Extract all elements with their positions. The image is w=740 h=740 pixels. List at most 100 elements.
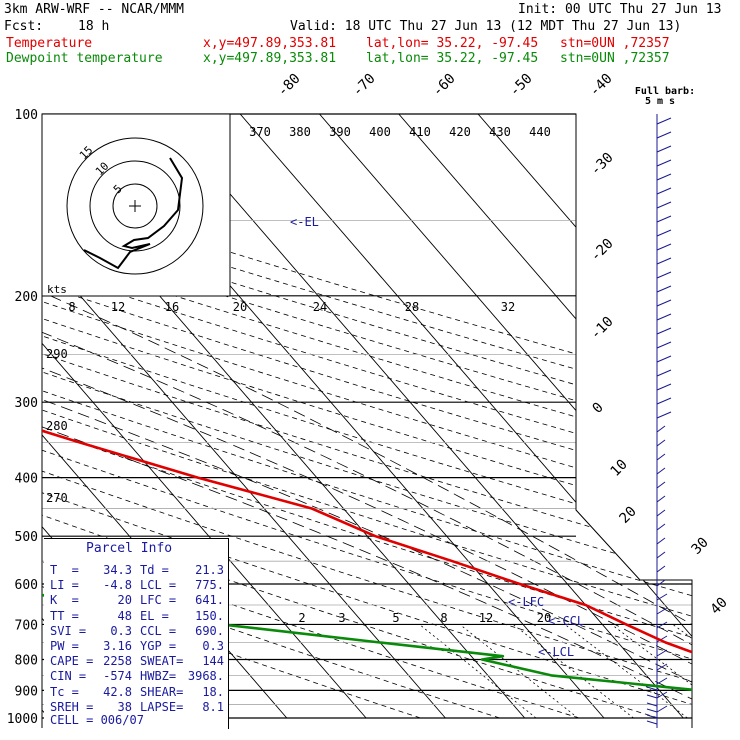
wind-barb xyxy=(656,621,668,629)
isotherm-label: -20 xyxy=(588,236,617,265)
wind-barb xyxy=(656,383,672,391)
legend-dewpoint-latlon: lat,lon= 35.22, -97.45 xyxy=(366,51,539,66)
wind-barb xyxy=(646,720,658,725)
parcel-info-cell: 150. xyxy=(195,608,224,623)
valid-time: Valid: 18 UTC Thu 27 Jun 13 (12 MDT Thu … xyxy=(290,19,682,34)
pressure-tick-label: 700 xyxy=(15,618,38,633)
parcel-info-cell: LI = xyxy=(50,578,79,593)
temperature-trace xyxy=(42,114,692,704)
isotherm-label: -10 xyxy=(588,314,617,343)
pressure-tick-label: 500 xyxy=(15,530,38,545)
wind-barb xyxy=(656,145,672,153)
mixing-ratio-label: 12 xyxy=(479,611,493,625)
wind-barb xyxy=(656,355,672,363)
wind-barb xyxy=(656,425,666,433)
parcel-info-cell: HWBZ= xyxy=(140,669,177,684)
parcel-info-cell: 34.3 xyxy=(103,563,132,577)
mixing-ratio-label: 5 xyxy=(392,611,399,625)
hodograph-ring xyxy=(112,183,158,229)
hodograph-units: kts xyxy=(47,283,67,296)
isotherm-label: -60 xyxy=(430,71,459,100)
wind-barb xyxy=(656,299,672,307)
mixing-ratio-line xyxy=(564,624,688,719)
wind-scale-label: Full barb: xyxy=(635,86,695,97)
wind-barb xyxy=(646,702,658,707)
parcel-info-cell: TT = xyxy=(50,608,79,623)
theta-label: 440 xyxy=(529,125,551,139)
theta-label: 280 xyxy=(46,419,68,433)
lcl-marker: <-LCL xyxy=(538,645,574,659)
legend-dewpoint-name: Dewpoint temperature xyxy=(6,51,163,66)
isotherm-label: -70 xyxy=(350,71,379,100)
wind-barb xyxy=(656,369,672,377)
moist-adiabat xyxy=(42,267,692,719)
wind-barbs xyxy=(646,114,672,728)
pressure-tick-label: 800 xyxy=(15,653,38,668)
parcel-info-cell: EL = xyxy=(140,608,169,623)
wind-barb xyxy=(656,159,672,167)
sounding-traces xyxy=(42,114,692,704)
wind-barb xyxy=(646,686,658,691)
moist-adiabat xyxy=(42,267,692,719)
wind-barb xyxy=(656,481,666,489)
wind-barb xyxy=(656,243,672,251)
hodograph-ring xyxy=(66,137,204,275)
wind-barb xyxy=(646,694,658,699)
parcel-info-cell: LCL = xyxy=(140,578,177,593)
parcel-info-cell: SWEAT= xyxy=(140,654,184,669)
parcel-info-cell: 144 xyxy=(202,654,224,669)
parcel-info-cell: LFC = xyxy=(140,593,177,608)
parcel-info-cell: 2258 xyxy=(103,654,132,669)
mixing-ratio-line xyxy=(459,624,579,719)
parcel-info-cell: 20 xyxy=(117,593,132,608)
isotherm-label: -80 xyxy=(275,71,304,100)
parcel-info-cell: CCL = xyxy=(140,623,177,638)
wind-barb xyxy=(656,439,666,447)
isotherm-label: 0 xyxy=(590,400,607,417)
mixing-ratio-label: 20 xyxy=(537,611,551,625)
wind-speed-label: 16 xyxy=(165,300,179,314)
parcel-cell: CELL = 006/07 xyxy=(50,713,144,727)
wind-barb xyxy=(656,215,672,223)
wind-barb xyxy=(656,313,672,321)
wind-barb xyxy=(656,327,672,335)
parcel-info-cell: T = xyxy=(50,563,79,577)
dewpoint-trace xyxy=(42,114,692,704)
theta-label: 290 xyxy=(46,347,68,361)
theta-label: 380 xyxy=(289,125,311,139)
wind-barb xyxy=(656,523,666,531)
wind-scale-value: 5 m s xyxy=(645,96,675,107)
wind-barb xyxy=(656,397,672,405)
mixing-ratio-label: 2 xyxy=(298,611,305,625)
isotherm-label: -50 xyxy=(507,71,536,100)
wind-barb xyxy=(656,201,672,209)
hodograph-trace xyxy=(83,157,184,270)
model-title: 3km ARW-WRF -- NCAR/MMM xyxy=(4,2,185,17)
legend-temperature-xy: x,y=497.89,353.81 xyxy=(203,36,337,51)
mixing-ratio-label: 3 xyxy=(338,611,345,625)
wind-speed-label: 12 xyxy=(111,300,125,314)
isotherm-line xyxy=(239,114,692,719)
parcel-info-cell: 0.3 xyxy=(202,639,224,653)
legend-temperature-latlon: lat,lon= 35.22, -97.45 xyxy=(366,36,539,51)
parcel-info-cell: 641. xyxy=(195,593,224,608)
plot-border xyxy=(42,113,693,728)
parcel-info-cell: CAPE = xyxy=(50,654,94,669)
theta-label: 420 xyxy=(449,125,471,139)
ccl-marker: <-CCL xyxy=(548,614,584,628)
wind-speed-label: 8 xyxy=(68,300,75,314)
parcel-info-box: Parcel Info T = 34.3 Td = 21.3 LI = -4.8 LCL =… xyxy=(44,538,229,729)
wind-speed-label: 20 xyxy=(233,300,247,314)
parcel-info-cell: 21.3 xyxy=(195,563,224,577)
el-marker: <-EL xyxy=(290,215,319,229)
wind-barb xyxy=(656,173,672,181)
moist-adiabat xyxy=(42,267,692,719)
isotherm-label: -30 xyxy=(588,150,617,179)
isotherm-line xyxy=(477,114,692,719)
theta-label: 430 xyxy=(489,125,511,139)
pressure-tick-label: 300 xyxy=(15,396,38,411)
pressure-tick-label: 200 xyxy=(15,290,38,305)
parcel-info-cell: PW = xyxy=(50,639,79,653)
wind-barb xyxy=(656,579,666,587)
